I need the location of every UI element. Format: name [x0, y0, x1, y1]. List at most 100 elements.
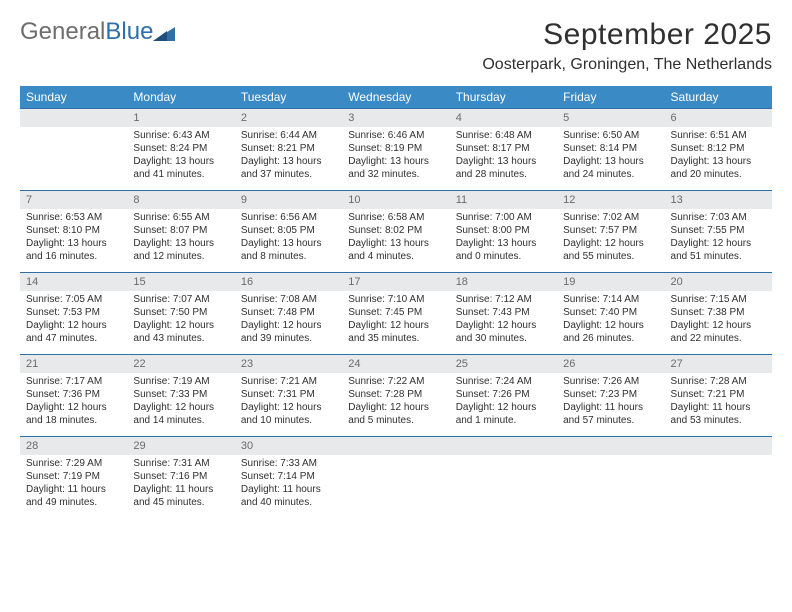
calendar-cell — [342, 437, 449, 519]
daylight-line: Daylight: 12 hours and 39 minutes. — [241, 319, 336, 345]
sunrise-line: Sunrise: 7:24 AM — [456, 375, 551, 388]
daylight-line: Daylight: 12 hours and 43 minutes. — [133, 319, 228, 345]
calendar-cell: 14Sunrise: 7:05 AMSunset: 7:53 PMDayligh… — [20, 273, 127, 355]
calendar-cell: 2Sunrise: 6:44 AMSunset: 8:21 PMDaylight… — [235, 109, 342, 191]
brand-triangle-icon — [153, 23, 175, 41]
day-body: Sunrise: 7:10 AMSunset: 7:45 PMDaylight:… — [342, 291, 449, 349]
title-month: September 2025 — [482, 18, 772, 52]
day-number — [450, 437, 557, 455]
sunset-line: Sunset: 8:21 PM — [241, 142, 336, 155]
calendar-cell: 13Sunrise: 7:03 AMSunset: 7:55 PMDayligh… — [665, 191, 772, 273]
sunrise-line: Sunrise: 7:21 AM — [241, 375, 336, 388]
sunset-line: Sunset: 8:12 PM — [671, 142, 766, 155]
daylight-line: Daylight: 11 hours and 45 minutes. — [133, 483, 228, 509]
sunrise-line: Sunrise: 6:58 AM — [348, 211, 443, 224]
sunset-line: Sunset: 7:21 PM — [671, 388, 766, 401]
day-body: Sunrise: 7:17 AMSunset: 7:36 PMDaylight:… — [20, 373, 127, 431]
day-body: Sunrise: 6:53 AMSunset: 8:10 PMDaylight:… — [20, 209, 127, 267]
sunrise-line: Sunrise: 7:15 AM — [671, 293, 766, 306]
sunset-line: Sunset: 7:55 PM — [671, 224, 766, 237]
day-header: Thursday — [450, 86, 557, 109]
sunset-line: Sunset: 7:50 PM — [133, 306, 228, 319]
day-body: Sunrise: 7:12 AMSunset: 7:43 PMDaylight:… — [450, 291, 557, 349]
day-header: Saturday — [665, 86, 772, 109]
sunset-line: Sunset: 7:53 PM — [26, 306, 121, 319]
calendar-cell: 19Sunrise: 7:14 AMSunset: 7:40 PMDayligh… — [557, 273, 664, 355]
sunrise-line: Sunrise: 6:51 AM — [671, 129, 766, 142]
sunrise-line: Sunrise: 6:55 AM — [133, 211, 228, 224]
calendar-table: Sunday Monday Tuesday Wednesday Thursday… — [20, 86, 772, 519]
calendar-cell — [665, 437, 772, 519]
day-body — [557, 455, 664, 461]
calendar-cell: 24Sunrise: 7:22 AMSunset: 7:28 PMDayligh… — [342, 355, 449, 437]
day-body: Sunrise: 7:19 AMSunset: 7:33 PMDaylight:… — [127, 373, 234, 431]
day-body: Sunrise: 7:28 AMSunset: 7:21 PMDaylight:… — [665, 373, 772, 431]
day-header: Tuesday — [235, 86, 342, 109]
title-location: Oosterpark, Groningen, The Netherlands — [482, 56, 772, 74]
daylight-line: Daylight: 12 hours and 1 minute. — [456, 401, 551, 427]
day-body: Sunrise: 6:43 AMSunset: 8:24 PMDaylight:… — [127, 127, 234, 185]
sunrise-line: Sunrise: 7:29 AM — [26, 457, 121, 470]
calendar-week-row: 14 Sunrise: 7:05 AMSunset: 7:53 PM Dayligh… — [20, 273, 772, 355]
calendar-cell: 26Sunrise: 7:26 AMSunset: 7:23 PMDayligh… — [557, 355, 664, 437]
daylight-line: Daylight: 13 hours and 12 minutes. — [133, 237, 228, 263]
sunrise-line: Sunrise: 7:08 AM — [241, 293, 336, 306]
day-number: 23 — [235, 355, 342, 373]
day-body: Sunrise: 6:55 AMSunset: 8:07 PMDaylight:… — [127, 209, 234, 267]
calendar-week-row: 21Sunrise: 7:17 AMSunset: 7:36 PMDayligh… — [20, 355, 772, 437]
sunset-line: Sunset: 7:40 PM — [563, 306, 658, 319]
day-number: 14 — [20, 273, 127, 291]
daylight-line: Daylight: 13 hours and 32 minutes. — [348, 155, 443, 181]
day-body: Sunrise: 7:24 AMSunset: 7:26 PMDaylight:… — [450, 373, 557, 431]
day-header: Sunday — [20, 86, 127, 109]
calendar-cell: 4Sunrise: 6:48 AMSunset: 8:17 PMDaylight… — [450, 109, 557, 191]
calendar-cell: 28Sunrise: 7:29 AMSunset: 7:19 PMDayligh… — [20, 437, 127, 519]
day-number: 24 — [342, 355, 449, 373]
sunrise-line: Sunrise: 7:05 AM — [26, 293, 121, 306]
day-number: 3 — [342, 109, 449, 127]
day-number: 25 — [450, 355, 557, 373]
daylight-line: Daylight: 13 hours and 28 minutes. — [456, 155, 551, 181]
daylight-line: Daylight: 12 hours and 22 minutes. — [671, 319, 766, 345]
calendar-cell: 18Sunrise: 7:12 AMSunset: 7:43 PMDayligh… — [450, 273, 557, 355]
daylight-line: Daylight: 12 hours and 14 minutes. — [133, 401, 228, 427]
calendar-cell: 7Sunrise: 6:53 AMSunset: 8:10 PMDaylight… — [20, 191, 127, 273]
daylight-line: Daylight: 13 hours and 8 minutes. — [241, 237, 336, 263]
sunrise-line: Sunrise: 7:28 AM — [671, 375, 766, 388]
day-number — [665, 437, 772, 455]
day-number: 17 — [342, 273, 449, 291]
day-number: 26 — [557, 355, 664, 373]
daylight-line: Daylight: 12 hours and 30 minutes. — [456, 319, 551, 345]
day-number: 16 — [235, 273, 342, 291]
day-body — [665, 455, 772, 461]
calendar-week-row: 1Sunrise: 6:43 AMSunset: 8:24 PMDaylight… — [20, 109, 772, 191]
sunset-line: Sunset: 7:48 PM — [241, 306, 336, 319]
calendar-cell: 12Sunrise: 7:02 AMSunset: 7:57 PMDayligh… — [557, 191, 664, 273]
sunset-line: Sunset: 7:23 PM — [563, 388, 658, 401]
sunrise-line: Sunrise: 7:12 AM — [456, 293, 551, 306]
daylight-line: Daylight: 11 hours and 57 minutes. — [563, 401, 658, 427]
day-number: 29 — [127, 437, 234, 455]
daylight-line: Daylight: 13 hours and 0 minutes. — [456, 237, 551, 263]
day-number: 28 — [20, 437, 127, 455]
sunset-line: Sunset: 7:14 PM — [241, 470, 336, 483]
day-body: Sunrise: 7:03 AMSunset: 7:55 PMDaylight:… — [665, 209, 772, 267]
sunrise-line: Sunrise: 7:17 AM — [26, 375, 121, 388]
day-number — [557, 437, 664, 455]
calendar-cell: 22Sunrise: 7:19 AMSunset: 7:33 PMDayligh… — [127, 355, 234, 437]
calendar-cell: 5Sunrise: 6:50 AMSunset: 8:14 PMDaylight… — [557, 109, 664, 191]
sunrise-line: Sunrise: 7:03 AM — [671, 211, 766, 224]
sunrise-line: Sunrise: 7:22 AM — [348, 375, 443, 388]
sunrise-line: Sunrise: 7:19 AM — [133, 375, 228, 388]
sunset-line: Sunset: 7:19 PM — [26, 470, 121, 483]
daylight-line: Daylight: 13 hours and 24 minutes. — [563, 155, 658, 181]
sunset-line: Sunset: 7:36 PM — [26, 388, 121, 401]
calendar-week-row: 28 Sunrise: 7:29 AMSunset: 7:19 PM Dayligh… — [20, 437, 772, 519]
day-number: 18 — [450, 273, 557, 291]
day-number: 11 — [450, 191, 557, 209]
sunrise-line: Sunrise: 6:53 AM — [26, 211, 121, 224]
day-number: 1 — [127, 109, 234, 127]
daylight-line: Daylight: 13 hours and 4 minutes. — [348, 237, 443, 263]
sunset-line: Sunset: 8:24 PM — [133, 142, 228, 155]
daylight-line: Daylight: 11 hours and 53 minutes. — [671, 401, 766, 427]
